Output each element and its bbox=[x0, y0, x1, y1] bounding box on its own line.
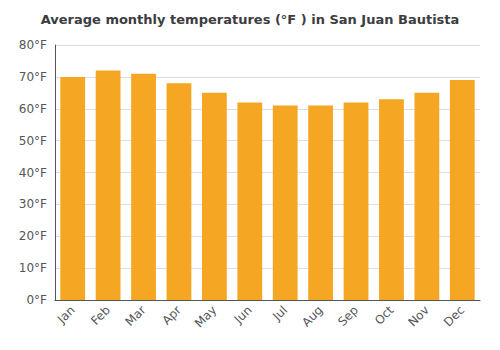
svg-text:70°F: 70°F bbox=[19, 70, 47, 84]
svg-text:30°F: 30°F bbox=[19, 197, 47, 211]
svg-text:Feb: Feb bbox=[88, 303, 113, 328]
svg-text:Aug: Aug bbox=[299, 303, 325, 329]
svg-text:0°F: 0°F bbox=[26, 293, 47, 307]
svg-text:Jul: Jul bbox=[269, 303, 290, 324]
svg-text:40°F: 40°F bbox=[19, 166, 47, 180]
svg-text:Apr: Apr bbox=[159, 303, 184, 328]
svg-text:10°F: 10°F bbox=[19, 261, 47, 275]
svg-text:Jun: Jun bbox=[231, 303, 255, 327]
svg-text:50°F: 50°F bbox=[19, 134, 47, 148]
svg-text:Sep: Sep bbox=[335, 303, 361, 329]
svg-text:Oct: Oct bbox=[372, 303, 397, 328]
svg-text:80°F: 80°F bbox=[19, 38, 47, 52]
svg-text:Mar: Mar bbox=[123, 303, 149, 329]
svg-text:Jan: Jan bbox=[54, 303, 78, 327]
svg-text:Dec: Dec bbox=[441, 303, 467, 329]
svg-text:Average monthly temperatures (: Average monthly temperatures (°F ) in Sa… bbox=[41, 12, 460, 27]
svg-text:60°F: 60°F bbox=[19, 102, 47, 116]
svg-text:May: May bbox=[192, 303, 219, 330]
svg-text:Nov: Nov bbox=[405, 303, 431, 329]
svg-text:20°F: 20°F bbox=[19, 229, 47, 243]
